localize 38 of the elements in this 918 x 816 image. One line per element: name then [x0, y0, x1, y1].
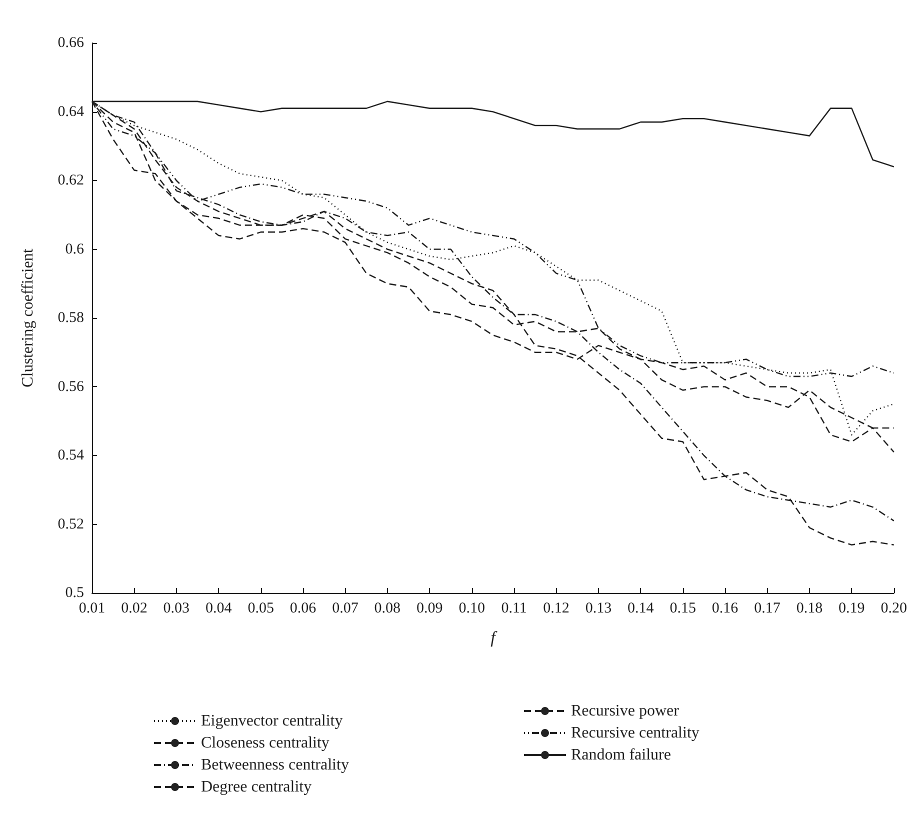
y-tick-label: 0.52: [58, 516, 84, 532]
x-tick-label: 0.14: [628, 600, 654, 616]
y-tick-label: 0.58: [58, 310, 84, 326]
x-axis-title: f: [490, 628, 498, 647]
y-tick-label: 0.66: [58, 35, 84, 51]
y-tick-label: 0.56: [58, 378, 84, 395]
x-tick-label: 0.10: [458, 600, 485, 616]
x-tick-label: 0.19: [838, 600, 865, 616]
legend-label: Closeness centrality: [201, 734, 330, 752]
legend-label: Degree centrality: [201, 778, 312, 796]
x-tick-label: 0.03: [163, 600, 190, 616]
y-tick-label: 0.62: [58, 172, 84, 188]
x-tick-label: 0.12: [543, 600, 570, 616]
x-tick-label: 0.05: [248, 600, 274, 616]
y-tick-label: 0.64: [58, 104, 84, 120]
y-axis-title: Clustering coefficient: [20, 248, 36, 388]
x-tick-label: 0.20: [880, 600, 907, 616]
x-tick-label: 0.18: [796, 600, 823, 616]
x-tick-label: 0.11: [501, 600, 527, 616]
x-tick-label: 0.09: [416, 600, 443, 616]
x-tick-label: 0.17: [754, 600, 781, 616]
x-tick-label: 0.02: [121, 600, 148, 616]
x-tick-label: 0.08: [374, 600, 401, 616]
x-tick-label: 0.01: [78, 600, 106, 616]
x-tick-label: 0.15: [670, 600, 696, 616]
x-tick-label: 0.04: [205, 600, 232, 616]
x-tick-label: 0.13: [585, 600, 612, 616]
legend-label: Random failure: [571, 746, 671, 764]
legend-label: Recursive power: [571, 702, 680, 720]
legend-label: Recursive centrality: [571, 724, 700, 742]
legend-label: Eigenvector centrality: [201, 712, 343, 730]
x-tick-label: 0.16: [712, 600, 739, 616]
legend-label: Betweenness centrality: [201, 756, 349, 774]
y-tick-label: 0.5: [65, 585, 84, 601]
y-tick-label: 0.6: [65, 241, 84, 258]
x-tick-label: 0.06: [290, 600, 317, 616]
y-tick-label: 0.54: [58, 448, 84, 464]
x-tick-label: 0.07: [332, 600, 359, 616]
